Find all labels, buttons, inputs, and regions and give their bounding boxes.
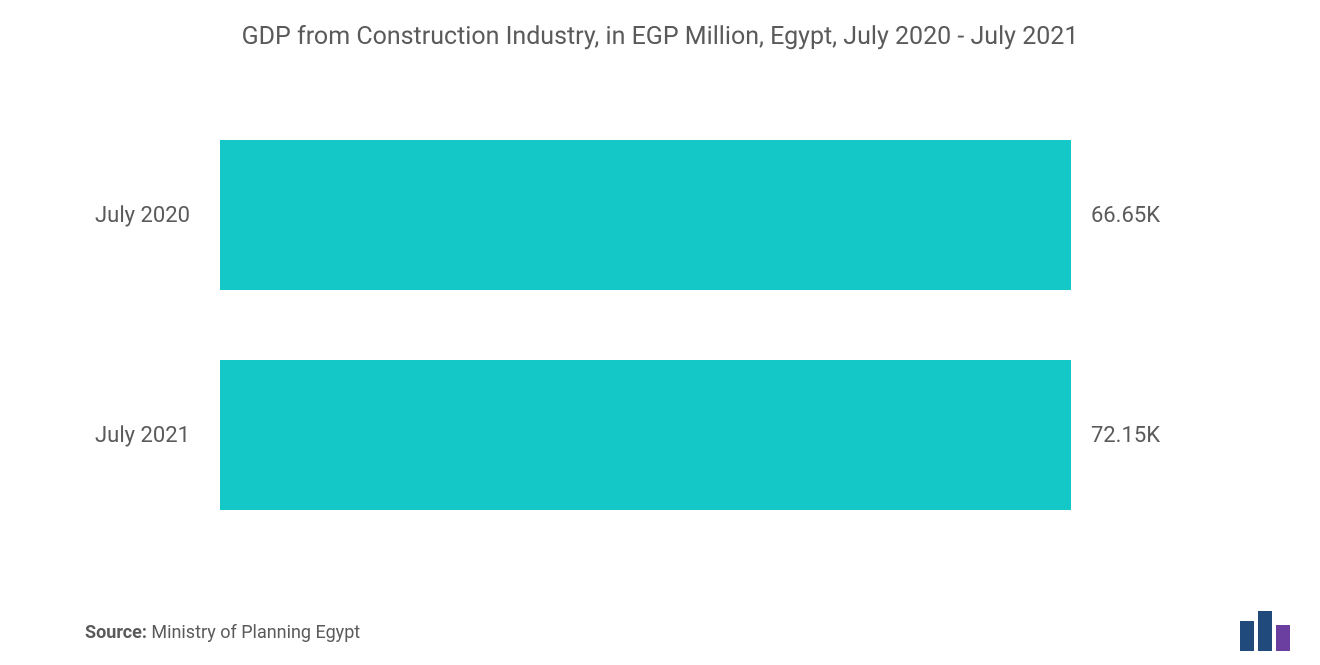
category-label: July 2020 bbox=[95, 203, 220, 228]
logo-bar-icon bbox=[1258, 611, 1272, 651]
bar bbox=[220, 140, 1071, 290]
plot-area: July 202066.65K July 202172.15K bbox=[220, 140, 1160, 550]
bar-row: July 202172.15K bbox=[220, 360, 1160, 510]
bar-row: July 202066.65K bbox=[220, 140, 1160, 290]
logo-bar-icon bbox=[1276, 625, 1290, 651]
bar bbox=[220, 360, 1071, 510]
category-label: July 2021 bbox=[95, 423, 220, 448]
chart-container: GDP from Construction Industry, in EGP M… bbox=[0, 0, 1320, 665]
source-prefix: Source: bbox=[85, 622, 147, 643]
source-line: Source: Ministry of Planning Egypt bbox=[85, 622, 360, 643]
chart-title: GDP from Construction Industry, in EGP M… bbox=[0, 22, 1320, 51]
brand-logo bbox=[1240, 611, 1290, 651]
source-text: Ministry of Planning Egypt bbox=[151, 622, 360, 643]
value-label: 66.65K bbox=[1071, 203, 1160, 228]
logo-bar-icon bbox=[1240, 621, 1254, 651]
value-label: 72.15K bbox=[1071, 423, 1160, 448]
